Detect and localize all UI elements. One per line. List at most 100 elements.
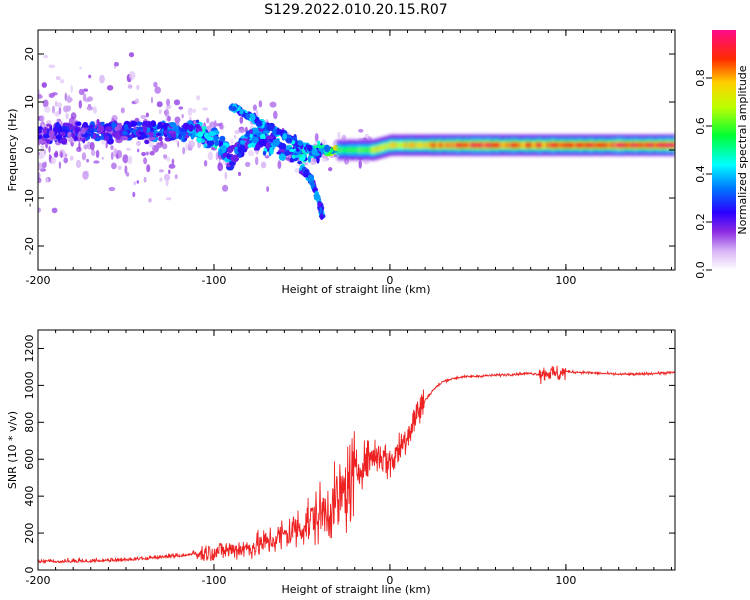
- spectrogram-band-cell: [366, 147, 370, 153]
- spectrogram-band-cell: [575, 142, 579, 149]
- spectrogram-noise-cell: [79, 66, 82, 70]
- spectrogram-noise-cell: [258, 100, 263, 108]
- spectrogram-noise-cell: [159, 169, 164, 173]
- spectrogram-band-cell: [404, 142, 408, 149]
- spectrogram-ridge-cell: [67, 131, 72, 138]
- spectrogram-band-cell: [529, 142, 532, 149]
- spectrogram-ridge-cell: [123, 124, 129, 131]
- spectrogram-ridge-cell: [265, 135, 274, 140]
- spectrogram-noise-cell: [54, 111, 60, 117]
- spectrogram-noise-cell: [358, 128, 364, 133]
- spectrogram-band-cell: [470, 142, 473, 149]
- spectrogram-noise-cell: [363, 160, 370, 165]
- spectrogram-band-cell: [510, 142, 513, 149]
- spectrogram-noise-cell: [162, 154, 168, 159]
- spectrogram-noise-cell: [202, 107, 208, 111]
- spectrogram-ridge-cell: [55, 134, 63, 140]
- spectrogram-noise-cell: [148, 140, 154, 148]
- spectrogram-ridge-cell: [296, 148, 300, 152]
- spectrogram-band-cell: [637, 142, 640, 149]
- spectrogram-branch-cell: [319, 206, 323, 214]
- spectrogram-band-cell: [514, 142, 518, 149]
- spectrogram-band-cell: [339, 147, 342, 153]
- spectrogram-ridge-cell: [46, 123, 51, 127]
- spectrogram-band-cell: [457, 142, 461, 149]
- spectrogram-noise-cell: [52, 105, 55, 114]
- spectrogram-ridge-cell: [150, 120, 157, 127]
- colorbar-tick-label: 0.8: [694, 69, 707, 87]
- spectrogram-ridge-cell: [149, 131, 154, 137]
- spectrogram-band-cell: [525, 142, 528, 149]
- spectrogram-band-cell: [653, 142, 657, 149]
- spectrogram-ridge-cell: [46, 139, 51, 144]
- spectrogram-noise-cell: [111, 162, 117, 170]
- spectrogram-ridge-cell: [278, 149, 286, 153]
- spectrogram-branch-cell: [250, 113, 256, 122]
- spectrogram-ridge-cell: [87, 127, 95, 134]
- spectrogram-band-cell: [516, 142, 520, 149]
- spectrogram-noise-cell: [245, 161, 251, 167]
- spectrogram-noise-cell: [89, 141, 95, 151]
- spectrogram-band-cell: [432, 142, 435, 149]
- spectrogram-noise-cell: [238, 128, 246, 134]
- spectrogram-branch-cell: [317, 200, 322, 208]
- spectrogram-noise-cell: [101, 156, 105, 160]
- spectrogram-ridge-cell: [226, 154, 231, 158]
- spectrogram-noise-cell: [234, 130, 240, 135]
- spectrogram-band-cell: [508, 142, 511, 149]
- spectrogram-noise-cell: [196, 95, 201, 101]
- spectrogram-band-cell: [556, 142, 560, 149]
- spectrogram-band-cell: [446, 142, 450, 149]
- spectrogram-band-cell: [670, 142, 674, 149]
- spectrogram-ridge-cell: [278, 153, 286, 161]
- y-tick-label: 400: [23, 486, 36, 507]
- spectrogram-noise-cell: [159, 177, 163, 182]
- spectrogram-noise-cell: [266, 186, 269, 193]
- spectrogram-noise-cell: [167, 115, 171, 122]
- spectrogram-band-cell: [370, 147, 374, 153]
- spectrogram-band-cell: [383, 144, 387, 150]
- spectrogram-ridge-cell: [135, 121, 143, 126]
- spectrogram-noise-cell: [69, 155, 74, 161]
- spectrogram-branch-cell: [266, 124, 274, 131]
- spectrogram-band-cell: [438, 142, 442, 149]
- spectrogram-noise-cell: [239, 116, 244, 124]
- spectrogram-noise-cell: [182, 146, 186, 155]
- spectrogram-frame: [37, 29, 676, 271]
- spectrogram-noise-cell: [247, 150, 255, 157]
- spectrogram-band-cell: [487, 142, 490, 149]
- spectrogram-noise-cell: [136, 84, 140, 91]
- spectrogram-band-cell: [480, 142, 484, 149]
- spectrogram-noise-cell: [110, 145, 114, 150]
- spectrogram-ridge-cell: [105, 126, 113, 132]
- spectrogram-noise-cell: [134, 98, 140, 104]
- spectrogram-ridge-cell: [60, 131, 66, 137]
- spectrogram-noise-cell: [113, 65, 116, 69]
- spectrogram-noise-cell: [206, 117, 210, 124]
- spectrogram-ridge-cell: [140, 134, 148, 139]
- spectrogram-noise-cell: [70, 84, 73, 93]
- spectrogram-ridge-cell: [168, 130, 176, 134]
- spectrogram-noise-cell: [44, 106, 51, 113]
- spectrogram-band-cell: [546, 142, 549, 149]
- colorbar: 0.0 0.2 0.4 0.6 0.8 Normalized spectral ampl…: [694, 30, 749, 279]
- spectrogram-band-cell: [385, 143, 389, 150]
- spectrogram-branch-cell: [319, 212, 324, 221]
- colorbar-label: Normalized spectral amplitude: [736, 65, 749, 234]
- spectrogram-noise-cell: [63, 157, 68, 164]
- spectrogram-ridge-cell: [156, 132, 162, 136]
- spectrogram-ridge-cell: [144, 139, 150, 145]
- spectrogram-noise-cell: [216, 123, 222, 127]
- spectrogram-band-cell: [552, 142, 556, 149]
- spectrogram-noise-cell: [95, 149, 100, 159]
- y-tick-label: 200: [23, 523, 36, 544]
- spectrogram-y-axis-label: Frequency (Hz): [6, 109, 19, 192]
- spectrogram-noise-cell: [108, 186, 116, 192]
- colorbar-tick-label: 0.2: [694, 213, 707, 231]
- spectrogram-band-cell: [451, 142, 454, 149]
- spectrogram-band-cell: [434, 142, 437, 149]
- spectrogram-band-cell: [489, 142, 492, 149]
- spectrogram-band-cell: [649, 142, 653, 149]
- spectrogram-band-cell: [427, 142, 431, 149]
- spectrogram-band-cell: [455, 142, 458, 149]
